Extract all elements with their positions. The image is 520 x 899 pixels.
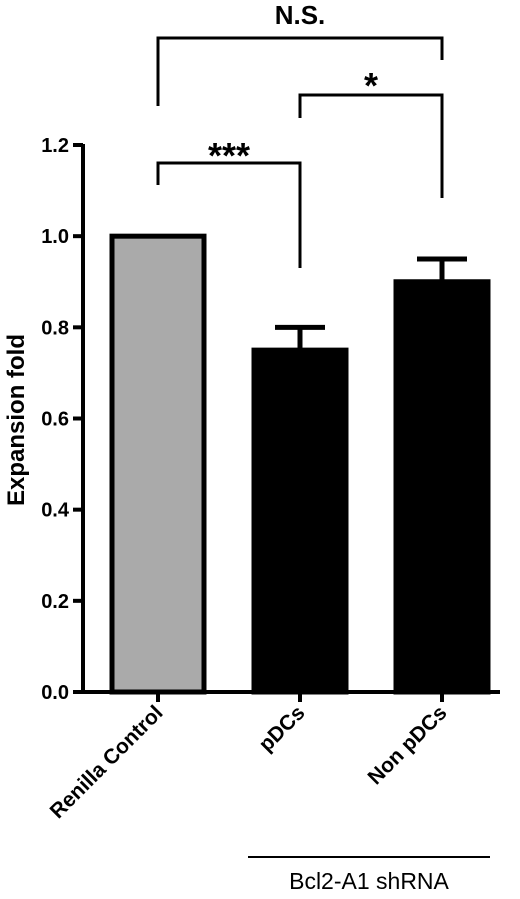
significance-bracket	[298, 93, 444, 198]
y-tick-label: 0.2	[41, 591, 69, 613]
y-tick-label: 1.2	[41, 135, 69, 157]
significance-brackets: N.S.****	[156, 0, 444, 268]
group-annotation: Bcl2-A1 shRNA	[248, 856, 490, 894]
category-labels: Renilla Control pDCs Non pDCs	[46, 701, 452, 823]
y-tick-label: 1.0	[41, 226, 69, 248]
bar	[251, 347, 349, 695]
bar	[109, 233, 207, 695]
y-tick-label: 0.0	[41, 682, 69, 704]
bars	[109, 233, 491, 695]
y-axis-label: Expansion fold	[3, 334, 30, 506]
y-tick-label: 0.6	[41, 409, 69, 431]
category-label: Non pDCs	[364, 701, 452, 789]
significance-bracket	[156, 161, 302, 268]
y-tick-label: 0.4	[41, 500, 70, 522]
group-label: Bcl2-A1 shRNA	[289, 868, 449, 894]
significance-bracket	[156, 36, 444, 106]
error-bars	[275, 256, 467, 351]
category-label: pDCs	[254, 701, 309, 756]
y-tick-label: 0.8	[41, 317, 69, 339]
category-label: Renilla Control	[46, 701, 168, 823]
significance-label: ***	[208, 135, 250, 176]
significance-label: *	[364, 65, 378, 106]
bar	[393, 279, 491, 695]
significance-label: N.S.	[275, 0, 326, 30]
